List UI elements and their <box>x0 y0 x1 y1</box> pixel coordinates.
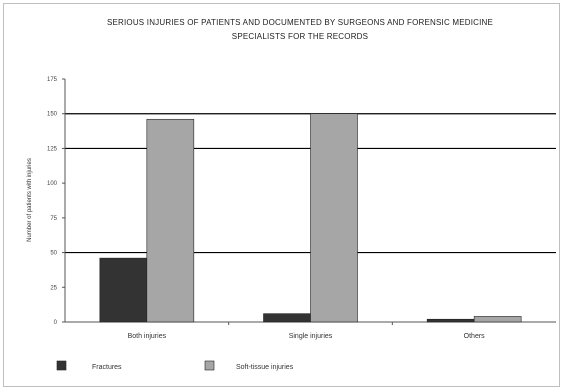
y-tick-label: 150 <box>47 112 58 118</box>
bar-series1 <box>426 318 475 323</box>
bar-series1 <box>99 257 148 323</box>
y-tick-label: 25 <box>50 285 57 291</box>
y-tick-label: 100 <box>47 181 58 187</box>
y-tick-label: 175 <box>47 77 58 83</box>
y-tick-label: 50 <box>50 251 57 257</box>
chart-title: SERIOUS INJURIES OF PATIENTS AND DOCUMEN… <box>60 16 540 44</box>
chart-title-line-1: SERIOUS INJURIES OF PATIENTS AND DOCUMEN… <box>106 18 494 27</box>
x-category-label: Single injuries <box>289 333 333 340</box>
y-tick-label: 125 <box>47 146 58 152</box>
y-axis-label: Number of patients with injuries <box>27 158 33 242</box>
legend-swatch <box>56 360 67 371</box>
bar-series1 <box>263 313 311 323</box>
bar-series2 <box>473 316 522 323</box>
bar-series2 <box>310 113 358 323</box>
legend-swatch <box>204 360 215 371</box>
legend-label: Soft-tissue injuries <box>236 364 294 371</box>
bar-series2 <box>146 118 195 323</box>
x-category-label: Both injuries <box>128 333 167 340</box>
chart-frame <box>3 3 560 387</box>
legend-label: Fractures <box>92 364 122 371</box>
x-category-label: Others <box>464 333 486 340</box>
y-tick-label: 0 <box>54 320 58 326</box>
y-tick-label: 75 <box>50 216 57 222</box>
chart-title-line-2: SPECIALISTS FOR THE RECORDS <box>231 32 369 41</box>
